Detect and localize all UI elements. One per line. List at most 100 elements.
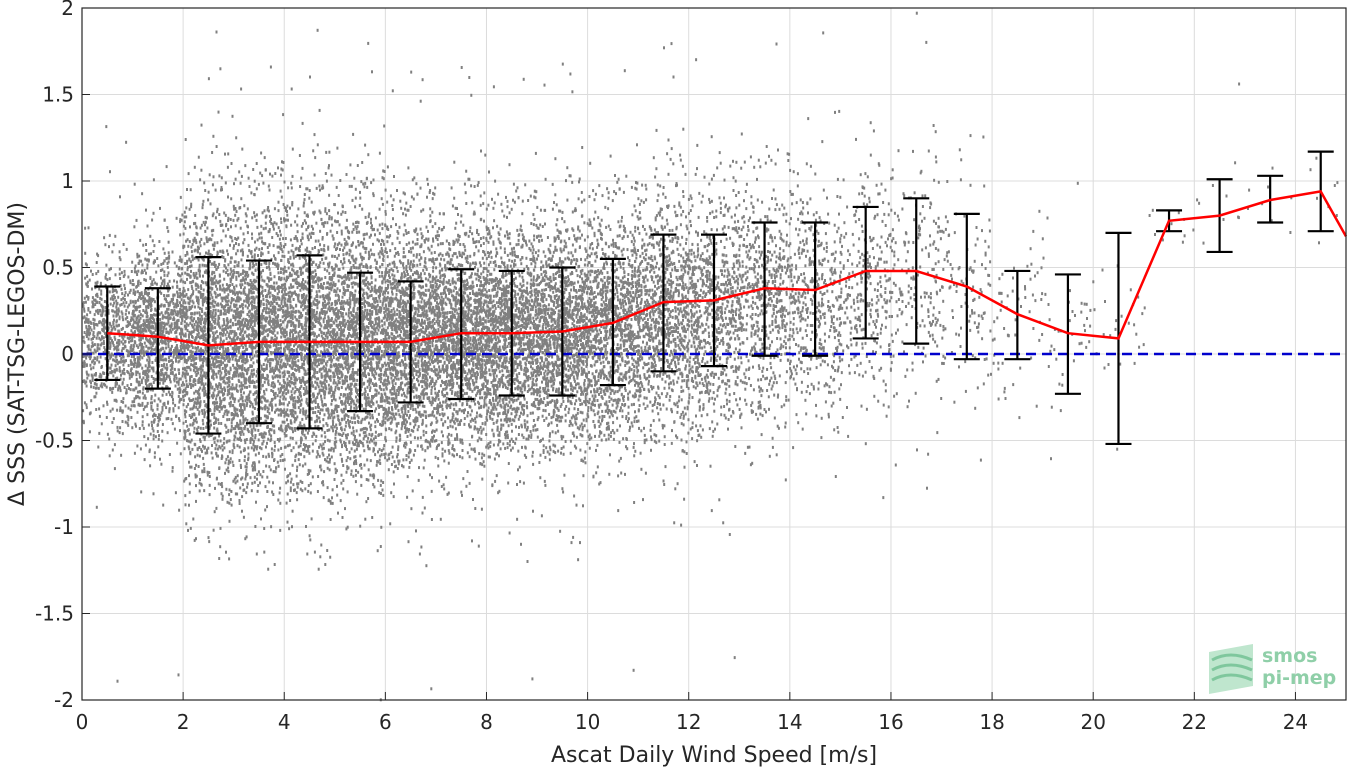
scatter-point	[114, 273, 117, 277]
scatter-point	[280, 335, 283, 339]
scatter-point	[215, 349, 218, 353]
scatter-point	[260, 275, 263, 279]
scatter-point	[174, 384, 177, 388]
scatter-point	[248, 185, 251, 188]
scatter-point	[184, 372, 187, 376]
scatter-point	[85, 335, 88, 338]
scatter-point	[154, 339, 157, 343]
scatter-point	[265, 310, 267, 314]
scatter-point	[245, 471, 248, 475]
scatter-point	[104, 309, 107, 313]
scatter-point	[192, 406, 195, 410]
scatter-point	[115, 379, 118, 383]
scatter-point	[253, 319, 256, 323]
scatter-point	[104, 283, 107, 287]
scatter-point	[244, 441, 247, 445]
scatter-point	[210, 394, 213, 398]
scatter-point	[268, 228, 271, 231]
scatter-point	[264, 407, 267, 411]
scatter-point	[142, 301, 145, 305]
scatter-point	[250, 286, 253, 290]
scatter-point	[214, 331, 217, 335]
scatter-point	[143, 278, 146, 282]
scatter-point	[112, 343, 115, 347]
scatter-point	[138, 396, 141, 400]
scatter-point	[282, 271, 285, 275]
scatter-point	[239, 272, 242, 276]
scatter-point	[155, 356, 158, 360]
scatter-point	[168, 279, 171, 283]
scatter-point	[157, 419, 160, 423]
scatter-point	[135, 370, 138, 374]
scatter-point	[156, 403, 159, 407]
scatter-point	[133, 451, 136, 455]
scatter-point	[138, 372, 141, 376]
scatter-point	[117, 339, 120, 343]
scatter-point	[184, 387, 187, 391]
scatter-point	[130, 270, 133, 273]
scatter-point	[290, 223, 293, 227]
scatter-point	[130, 362, 133, 366]
scatter-point	[124, 420, 127, 424]
scatter-point	[182, 280, 185, 284]
scatter-point	[200, 279, 203, 283]
scatter-point	[211, 386, 214, 390]
scatter-point	[206, 297, 208, 301]
scatter-point	[278, 427, 280, 431]
scatter-point	[241, 476, 244, 480]
scatter-point	[130, 355, 133, 359]
scatter-point	[136, 326, 139, 330]
scatter-point	[183, 244, 186, 248]
scatter-point	[183, 372, 186, 376]
scatter-point	[121, 335, 124, 339]
scatter-point	[133, 400, 136, 404]
scatter-point	[163, 350, 166, 354]
scatter-point	[181, 317, 183, 321]
scatter-point	[265, 445, 267, 449]
scatter-point	[182, 398, 185, 402]
scatter-point	[179, 390, 182, 394]
scatter-point	[205, 405, 208, 409]
scatter-point	[170, 344, 173, 348]
scatter-point	[93, 318, 96, 322]
scatter-point	[279, 400, 281, 404]
scatter-point	[212, 391, 215, 395]
scatter-point	[218, 262, 221, 266]
scatter-point	[128, 340, 130, 344]
scatter-point	[280, 323, 283, 327]
scatter-point	[83, 362, 86, 365]
scatter-point	[243, 238, 246, 242]
scatter-point	[227, 466, 230, 470]
scatter-point	[177, 311, 180, 315]
scatter-point	[163, 294, 166, 297]
scatter-point	[187, 244, 190, 248]
scatter-point	[190, 465, 193, 469]
scatter-point	[167, 318, 170, 322]
scatter-point	[239, 226, 242, 230]
scatter-point	[233, 309, 236, 313]
scatter-point	[252, 392, 255, 396]
scatter-point	[234, 177, 237, 181]
scatter-point	[246, 371, 249, 375]
scatter-point	[199, 440, 202, 443]
scatter-point	[145, 243, 147, 246]
scatter-point	[217, 321, 220, 325]
scatter-point	[203, 264, 206, 268]
scatter-point	[191, 412, 194, 416]
scatter-point	[255, 187, 258, 191]
scatter-point	[199, 244, 202, 248]
scatter-point	[177, 272, 179, 276]
scatter-point	[94, 303, 97, 306]
scatter-point	[224, 305, 226, 309]
scatter-point	[267, 437, 270, 441]
scatter-point	[144, 364, 147, 368]
scatter-point	[172, 407, 175, 411]
scatter-point	[165, 363, 168, 367]
scatter-point	[212, 377, 215, 381]
scatter-point	[181, 356, 184, 360]
scatter-point	[197, 371, 200, 375]
scatter-point	[132, 288, 135, 292]
scatter-point	[223, 352, 226, 356]
scatter-point	[207, 77, 210, 81]
scatter-point	[153, 399, 156, 403]
